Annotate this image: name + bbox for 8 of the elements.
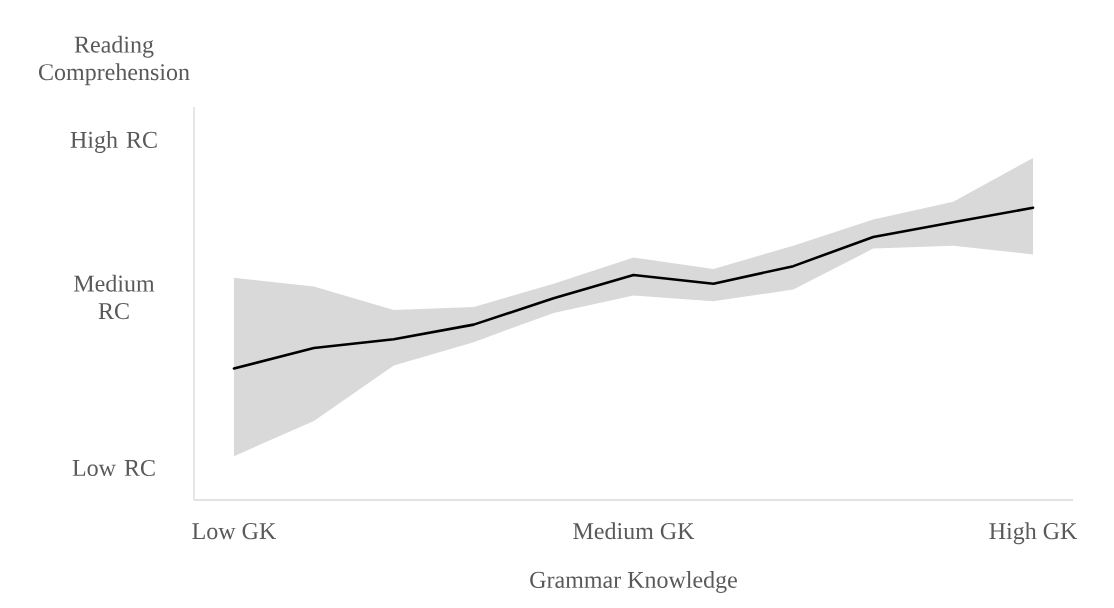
x-tick-label: Medium GK — [573, 522, 695, 540]
text: Low RC — [72, 459, 155, 477]
text: High RC — [70, 131, 157, 153]
x-tick-label: Low GK — [192, 523, 276, 540]
x-axis-title: Grammar Knowledge — [530, 571, 737, 593]
text: Medium RC — [74, 274, 155, 320]
x-tick-label: High GK — [989, 522, 1078, 545]
text: Reading Comprehension — [39, 35, 190, 86]
